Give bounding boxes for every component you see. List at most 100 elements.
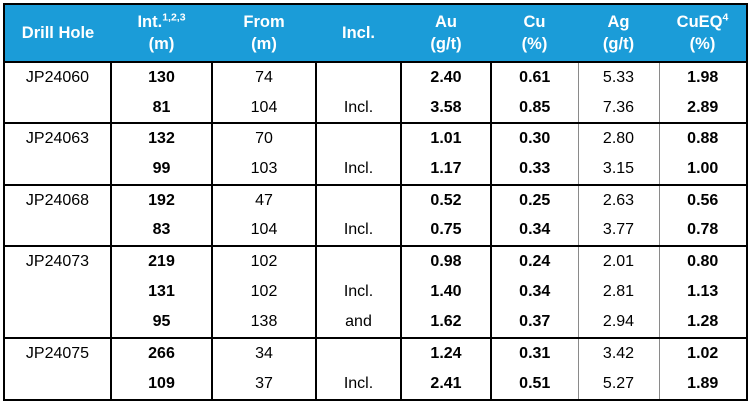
interval-cell: 81	[110, 92, 212, 124]
cu-grade-cell: 0.30	[490, 122, 578, 155]
ag-grade-cell: 3.77	[577, 215, 659, 247]
au-grade-cell: 0.75	[400, 215, 491, 247]
header-unit: (g/t)	[430, 35, 462, 53]
header-label: Incl.	[341, 23, 375, 42]
table-body: JP24060 130 74 2.40 0.61 5.33 1.98 81 104 Incl. 3.…	[4, 60, 747, 400]
incl-cell	[315, 337, 401, 369]
table-row: JP24073 219 102 0.98 0.24 2.01 0.80	[4, 245, 747, 339]
col-header-interval: Int.1,2,3 (m)	[111, 4, 212, 63]
cueq-grade-cell: 1.89	[658, 368, 747, 400]
au-grade-cell: 2.41	[400, 368, 491, 400]
col-header-cu: Cu (%)	[491, 4, 578, 63]
header-unit: (%)	[689, 35, 716, 53]
drill-hole-cell: JP24075	[4, 337, 111, 400]
interval-cell: 192	[110, 183, 212, 216]
incl-cell	[315, 122, 401, 155]
au-grade-cell: 3.58	[400, 92, 491, 124]
cu-grade-cell: 0.37	[490, 307, 578, 339]
incl-cell	[315, 61, 401, 93]
header-unit: (m)	[148, 35, 175, 53]
ag-grade-cell: 5.33	[577, 61, 659, 93]
header-label: Cu	[523, 12, 546, 31]
col-header-au: Au (g/t)	[401, 4, 491, 63]
ag-grade-cell: 2.94	[577, 307, 659, 339]
ag-grade-cell: 5.27	[577, 368, 659, 400]
interval-cell: 83	[110, 215, 212, 247]
footnote-superscript: 4	[722, 11, 729, 24]
header-row: Drill Hole Int.1,2,3 (m) From (m) Incl. …	[4, 4, 747, 63]
table-row: JP24063 132 70 1.01 0.30 2.80 0.88	[4, 122, 747, 185]
header-label: From	[243, 12, 285, 31]
drill-hole-cell: JP24060	[4, 60, 111, 124]
cu-grade-cell: 0.34	[490, 215, 578, 247]
col-header-cueq: CuEQ4 (%)	[659, 4, 747, 63]
incl-cell	[315, 183, 401, 216]
cu-grade-cell: 0.51	[490, 368, 578, 400]
drill-hole-cell: JP24068	[4, 183, 111, 247]
col-header-drill-hole: Drill Hole	[4, 4, 111, 63]
au-grade-cell: 1.17	[400, 154, 491, 185]
au-grade-cell: 1.24	[400, 337, 491, 369]
cu-grade-cell: 0.33	[490, 154, 578, 185]
table-row: 95 138 and 1.62 0.37 2.94 1.28	[4, 307, 747, 339]
au-grade-cell: 0.52	[400, 183, 491, 216]
ag-grade-cell: 7.36	[577, 92, 659, 124]
incl-cell: Incl.	[315, 368, 401, 400]
interval-cell: 109	[110, 368, 212, 400]
from-cell: 103	[211, 154, 316, 185]
cu-grade-cell: 0.85	[490, 92, 578, 124]
drill-results-table: Drill Hole Int.1,2,3 (m) From (m) Incl. …	[3, 3, 748, 401]
au-grade-cell: 2.40	[400, 61, 491, 93]
table-row: 81 104 Incl. 3.58 0.85 7.36 2.89	[4, 92, 747, 124]
au-grade-cell: 1.62	[400, 307, 491, 339]
table-row: 109 37 Incl. 2.41 0.51 5.27 1.89	[4, 368, 747, 400]
from-cell: 104	[211, 92, 316, 124]
cueq-grade-cell: 1.13	[658, 276, 747, 308]
au-grade-cell: 0.98	[400, 245, 491, 277]
cueq-grade-cell: 0.88	[658, 122, 747, 155]
from-cell: 138	[211, 307, 316, 339]
interval-cell: 95	[110, 307, 212, 339]
incl-cell: Incl.	[315, 92, 401, 124]
cu-grade-cell: 0.31	[490, 337, 578, 369]
cueq-grade-cell: 0.78	[658, 215, 747, 247]
cueq-grade-cell: 1.98	[658, 61, 747, 93]
cueq-grade-cell: 1.28	[658, 307, 747, 339]
header-label: Ag	[607, 12, 630, 31]
interval-cell: 99	[110, 154, 212, 185]
interval-cell: 266	[110, 337, 212, 369]
col-header-incl: Incl.	[316, 4, 401, 63]
ag-grade-cell: 2.01	[577, 245, 659, 277]
cueq-grade-cell: 1.00	[658, 154, 747, 185]
from-cell: 47	[211, 183, 316, 216]
table-row: 99 103 Incl. 1.17 0.33 3.15 1.00	[4, 154, 747, 185]
table-row: JP24060 130 74 2.40 0.61 5.33 1.98	[4, 60, 747, 124]
ag-grade-cell: 3.15	[577, 154, 659, 185]
incl-cell	[315, 245, 401, 277]
footnote-superscript: 1,2,3	[162, 11, 186, 24]
incl-cell: Incl.	[315, 215, 401, 247]
header-unit: (m)	[251, 35, 277, 53]
au-grade-cell: 1.40	[400, 276, 491, 308]
drill-hole-cell: JP24063	[4, 122, 111, 185]
header-label: Int.1,2,3	[137, 11, 186, 31]
ag-grade-cell: 2.81	[577, 276, 659, 308]
incl-cell: Incl.	[315, 154, 401, 185]
from-cell: 104	[211, 215, 316, 247]
ag-grade-cell: 3.42	[577, 337, 659, 369]
col-header-ag: Ag (g/t)	[578, 4, 659, 63]
cueq-grade-cell: 1.02	[658, 337, 747, 369]
table-row: 83 104 Incl. 0.75 0.34 3.77 0.78	[4, 215, 747, 247]
interval-cell: 132	[110, 122, 212, 155]
incl-cell: and	[315, 307, 401, 339]
au-grade-cell: 1.01	[400, 122, 491, 155]
from-cell: 70	[211, 122, 316, 155]
header-label: Au	[435, 12, 457, 31]
cu-grade-cell: 0.24	[490, 245, 578, 277]
table-row: 131 102 Incl. 1.40 0.34 2.81 1.13	[4, 276, 747, 308]
interval-cell: 130	[110, 61, 212, 93]
from-cell: 102	[211, 276, 316, 308]
cueq-grade-cell: 2.89	[658, 92, 747, 124]
cu-grade-cell: 0.61	[490, 61, 578, 93]
